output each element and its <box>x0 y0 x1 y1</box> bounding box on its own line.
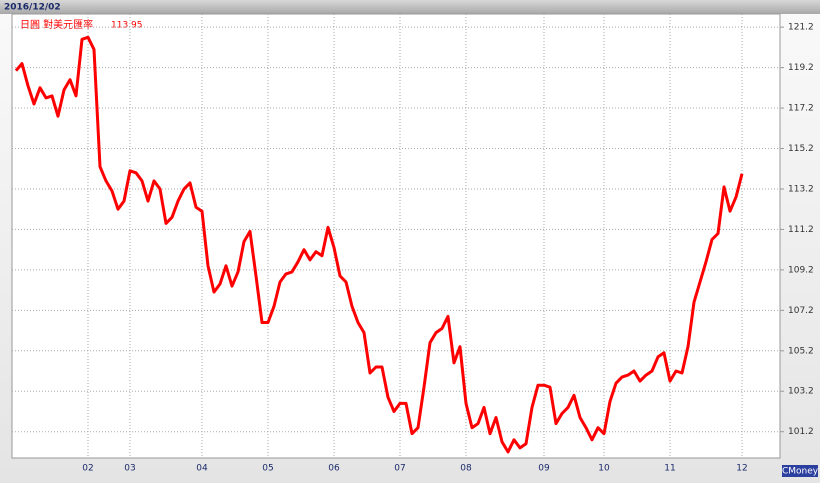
y-tick-label: 109.2 <box>788 265 814 275</box>
x-tick-label: 10 <box>598 464 610 474</box>
x-tick-label: 12 <box>736 464 747 474</box>
series-line <box>14 35 744 454</box>
y-tick-label: 113.2 <box>788 184 814 194</box>
y-tick-label: 101.2 <box>788 427 814 437</box>
x-tick-label: 06 <box>328 464 340 474</box>
y-tick-label: 119.2 <box>788 63 814 73</box>
y-tick-label: 103.2 <box>788 387 814 397</box>
y-tick-label: 111.2 <box>788 225 814 235</box>
y-tick-label: 105.2 <box>788 346 814 356</box>
x-tick-label: 11 <box>664 464 675 474</box>
y-tick-label: 117.2 <box>788 104 814 114</box>
y-tick-label: 115.2 <box>788 144 814 154</box>
date: 2016/12/02 <box>4 3 61 13</box>
legend-value: 113.95 <box>111 21 143 31</box>
legend-title: 日圓 對美元匯率 <box>20 18 93 31</box>
x-tick-label: 05 <box>262 464 273 474</box>
header-bar <box>0 0 820 14</box>
x-tick-label: 03 <box>124 464 135 474</box>
plot-area <box>11 13 781 459</box>
y-tick-label: 121.2 <box>788 23 814 33</box>
y-tick-label: 107.2 <box>788 306 814 316</box>
watermark-badge <box>782 465 818 477</box>
x-tick-label: 09 <box>538 464 550 474</box>
x-tick-label: 02 <box>82 464 93 474</box>
x-tick-label: 04 <box>196 464 208 474</box>
watermark: CMoney <box>782 467 819 477</box>
x-tick-label: 07 <box>394 464 405 474</box>
x-tick-label: 08 <box>460 464 472 474</box>
